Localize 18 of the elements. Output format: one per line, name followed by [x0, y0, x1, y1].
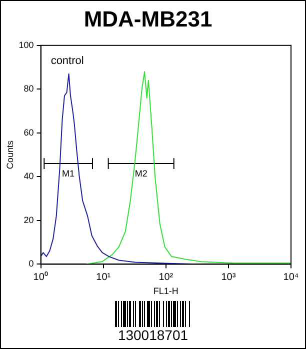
- x-tick-label: 10⁴: [283, 272, 299, 283]
- y-tick-label: 40: [24, 171, 34, 182]
- series-label: M2: [134, 168, 148, 179]
- y-tick-label: 0: [28, 258, 34, 269]
- y-tick-label: 80: [24, 84, 34, 94]
- x-tick-label: 10¹: [96, 272, 112, 283]
- y-tick-label: 100: [18, 40, 34, 50]
- x-axis-title: FL1-H: [153, 286, 178, 296]
- chart-title: MDA-MB231: [84, 6, 212, 32]
- y-axis-title: Counts: [4, 140, 15, 170]
- x-tick-label: 10⁰: [33, 270, 48, 283]
- x-tick-label: 10²: [158, 272, 174, 283]
- series-label: control: [50, 54, 84, 67]
- y-tick-label: 60: [24, 127, 34, 138]
- x-tick-label: 10³: [221, 272, 236, 283]
- y-tick-label: 20: [24, 214, 34, 225]
- text: 130018701: [116, 327, 190, 343]
- legend-label: M1: [62, 168, 75, 179]
